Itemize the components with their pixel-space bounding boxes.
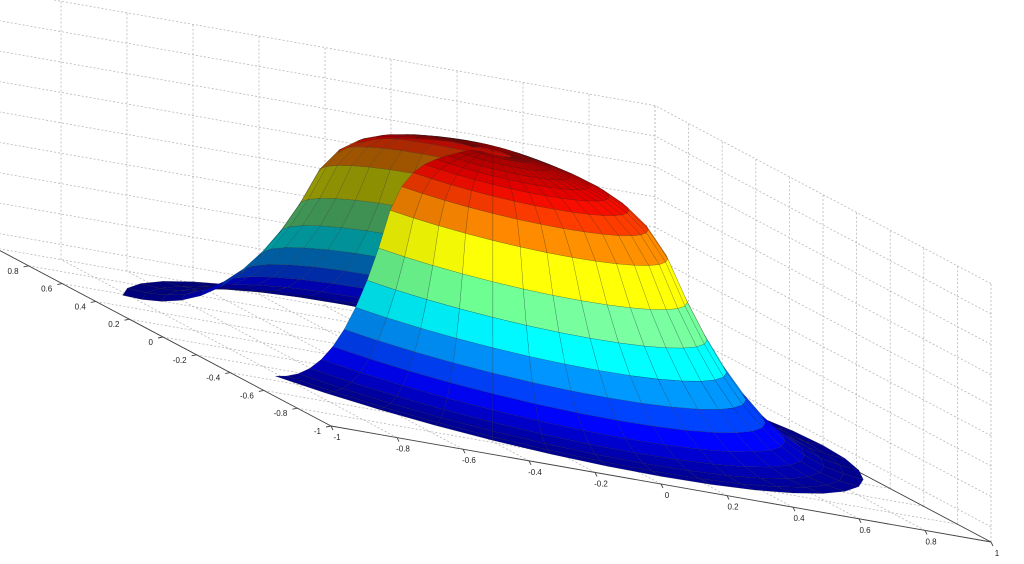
y-tick-label: -0.6 — [240, 391, 254, 400]
y-tick-label: -0.4 — [206, 374, 220, 383]
y-tick-mark — [90, 300, 96, 303]
surface-face — [805, 484, 846, 494]
x-tick-label: 0.2 — [727, 503, 739, 512]
y-tick-label: 0.8 — [7, 267, 19, 276]
x-tick-label: 0.4 — [793, 514, 805, 523]
surface-face — [497, 148, 511, 152]
x-tick-mark — [594, 472, 598, 477]
side-wall-grid-line — [654, 226, 992, 406]
surface-face — [475, 141, 488, 149]
surface-face — [805, 441, 846, 459]
x-tick-mark — [330, 425, 334, 431]
surface-face — [298, 295, 352, 305]
surface-face — [503, 152, 520, 155]
x-tick-mark — [858, 518, 862, 524]
x-tick-mark — [528, 460, 532, 466]
y-tick-mark — [258, 389, 264, 392]
surface-face — [415, 136, 437, 141]
back-wall-grid-line — [51, 0, 656, 106]
surface-face — [308, 291, 362, 304]
surface-face — [826, 453, 859, 471]
y-tick-mark — [57, 283, 63, 286]
surface-face — [434, 138, 456, 143]
surface-face — [740, 483, 793, 494]
surface-face — [462, 233, 494, 283]
x-tick-label: -0.6 — [462, 456, 476, 465]
x-axis-ticks: -1 -0.8 -0.6 -0.4 -0.2 0 0.2 0.4 0.6 0.8 1 — [330, 425, 1000, 558]
y-tick-label: 0.6 — [41, 285, 53, 294]
surface-face — [180, 289, 206, 301]
side-wall-grid-line — [654, 257, 992, 436]
surface-face — [776, 427, 824, 446]
x-tick-mark — [924, 530, 928, 535]
floor-grid-line — [60, 259, 398, 438]
side-wall-grid-line — [654, 135, 992, 315]
side-wall-grid-line — [654, 196, 992, 376]
side-wall-grid-line — [654, 105, 992, 284]
x-tick-label: 0 — [665, 491, 670, 500]
surface-face — [356, 136, 379, 144]
y-tick-label: -0.2 — [173, 356, 187, 365]
surface-face — [337, 139, 360, 154]
y-tick-mark — [292, 407, 298, 410]
y-tick-mark — [157, 336, 164, 339]
x-tick-mark — [726, 495, 730, 500]
back-wall-grid-line — [0, 50, 656, 167]
x-tick-label: -0.2 — [594, 479, 608, 488]
side-wall-grid-line — [654, 166, 992, 345]
side-wall-grid-line — [654, 287, 992, 467]
y-tick-mark — [325, 425, 332, 428]
y-tick-label: 0 — [149, 338, 154, 347]
surface-face — [839, 473, 864, 487]
surface-face — [454, 140, 476, 148]
x-tick-mark — [396, 437, 400, 442]
surface-face — [376, 135, 398, 140]
floor-grid-line — [192, 282, 530, 462]
floor-grid-line — [126, 270, 464, 450]
y-tick-mark — [191, 354, 197, 357]
y-tick-label: -0.8 — [274, 409, 288, 418]
x-tick-label: -0.4 — [528, 468, 542, 477]
surface-face — [776, 486, 823, 494]
y-axis-ticks: -1-0.8-0.6-0.4-0.200.20.40.60.81 — [7, 265, 332, 436]
y-tick-mark — [225, 372, 231, 375]
x-tick-mark — [990, 541, 994, 547]
surface-mesh — [122, 134, 864, 494]
x-tick-mark — [792, 506, 796, 512]
x-tick-label: 0.6 — [859, 526, 871, 535]
x-tick-label: 0.8 — [925, 537, 937, 546]
y-tick-mark — [124, 318, 130, 321]
surface-face — [395, 135, 418, 139]
x-tick-label: 1 — [995, 549, 1000, 558]
x-tick-mark — [462, 448, 466, 454]
y-tick-mark — [23, 265, 29, 268]
y-tick-label: 0.4 — [75, 302, 87, 311]
x-tick-label: -0.8 — [396, 445, 410, 454]
x-tick-label: -1 — [333, 433, 341, 442]
floor-grid-line — [258, 294, 596, 473]
surface-face — [481, 142, 491, 149]
y-tick-label: -1 — [314, 427, 322, 436]
surface-face — [259, 229, 282, 257]
surface-face — [492, 240, 524, 290]
y-tick-label: 0.2 — [108, 320, 120, 329]
back-wall-grid-line — [0, 20, 656, 137]
x-tick-mark — [660, 483, 664, 489]
